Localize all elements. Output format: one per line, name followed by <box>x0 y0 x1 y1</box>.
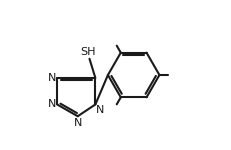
Text: N: N <box>73 118 82 128</box>
Text: N: N <box>48 99 56 110</box>
Text: N: N <box>48 73 56 83</box>
Text: N: N <box>96 105 104 115</box>
Text: SH: SH <box>80 47 95 57</box>
